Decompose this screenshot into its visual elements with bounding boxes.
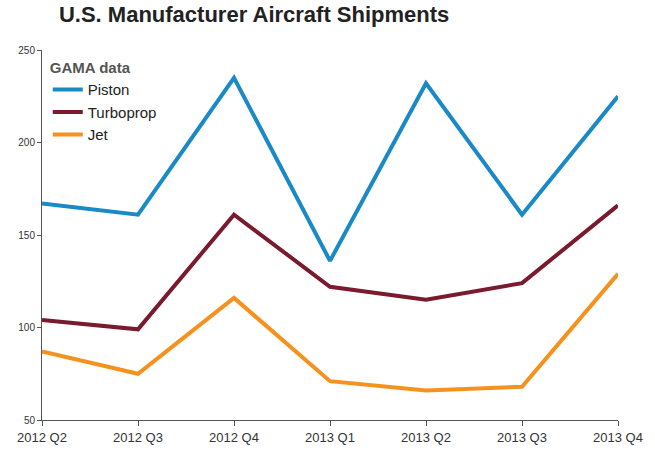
svg-text:200: 200	[18, 137, 35, 148]
svg-text:2013 Q4: 2013 Q4	[593, 430, 643, 445]
svg-text:100: 100	[18, 322, 35, 333]
svg-text:2013 Q1: 2013 Q1	[305, 430, 355, 445]
svg-text:Piston: Piston	[88, 81, 130, 98]
svg-text:2013 Q2: 2013 Q2	[401, 430, 451, 445]
svg-text:Jet: Jet	[88, 126, 109, 143]
svg-text:2012 Q4: 2012 Q4	[209, 430, 259, 445]
svg-text:250: 250	[18, 45, 35, 56]
svg-text:50: 50	[24, 415, 36, 426]
svg-text:Turboprop: Turboprop	[88, 104, 157, 121]
svg-text:2012 Q2: 2012 Q2	[17, 430, 67, 445]
svg-text:2012 Q3: 2012 Q3	[113, 430, 163, 445]
svg-text:150: 150	[18, 230, 35, 241]
svg-text:2013 Q3: 2013 Q3	[497, 430, 547, 445]
svg-text:GAMA data: GAMA data	[50, 59, 131, 76]
svg-text:U.S. Manufacturer Aircraft Shi: U.S. Manufacturer Aircraft Shipments	[59, 2, 449, 27]
